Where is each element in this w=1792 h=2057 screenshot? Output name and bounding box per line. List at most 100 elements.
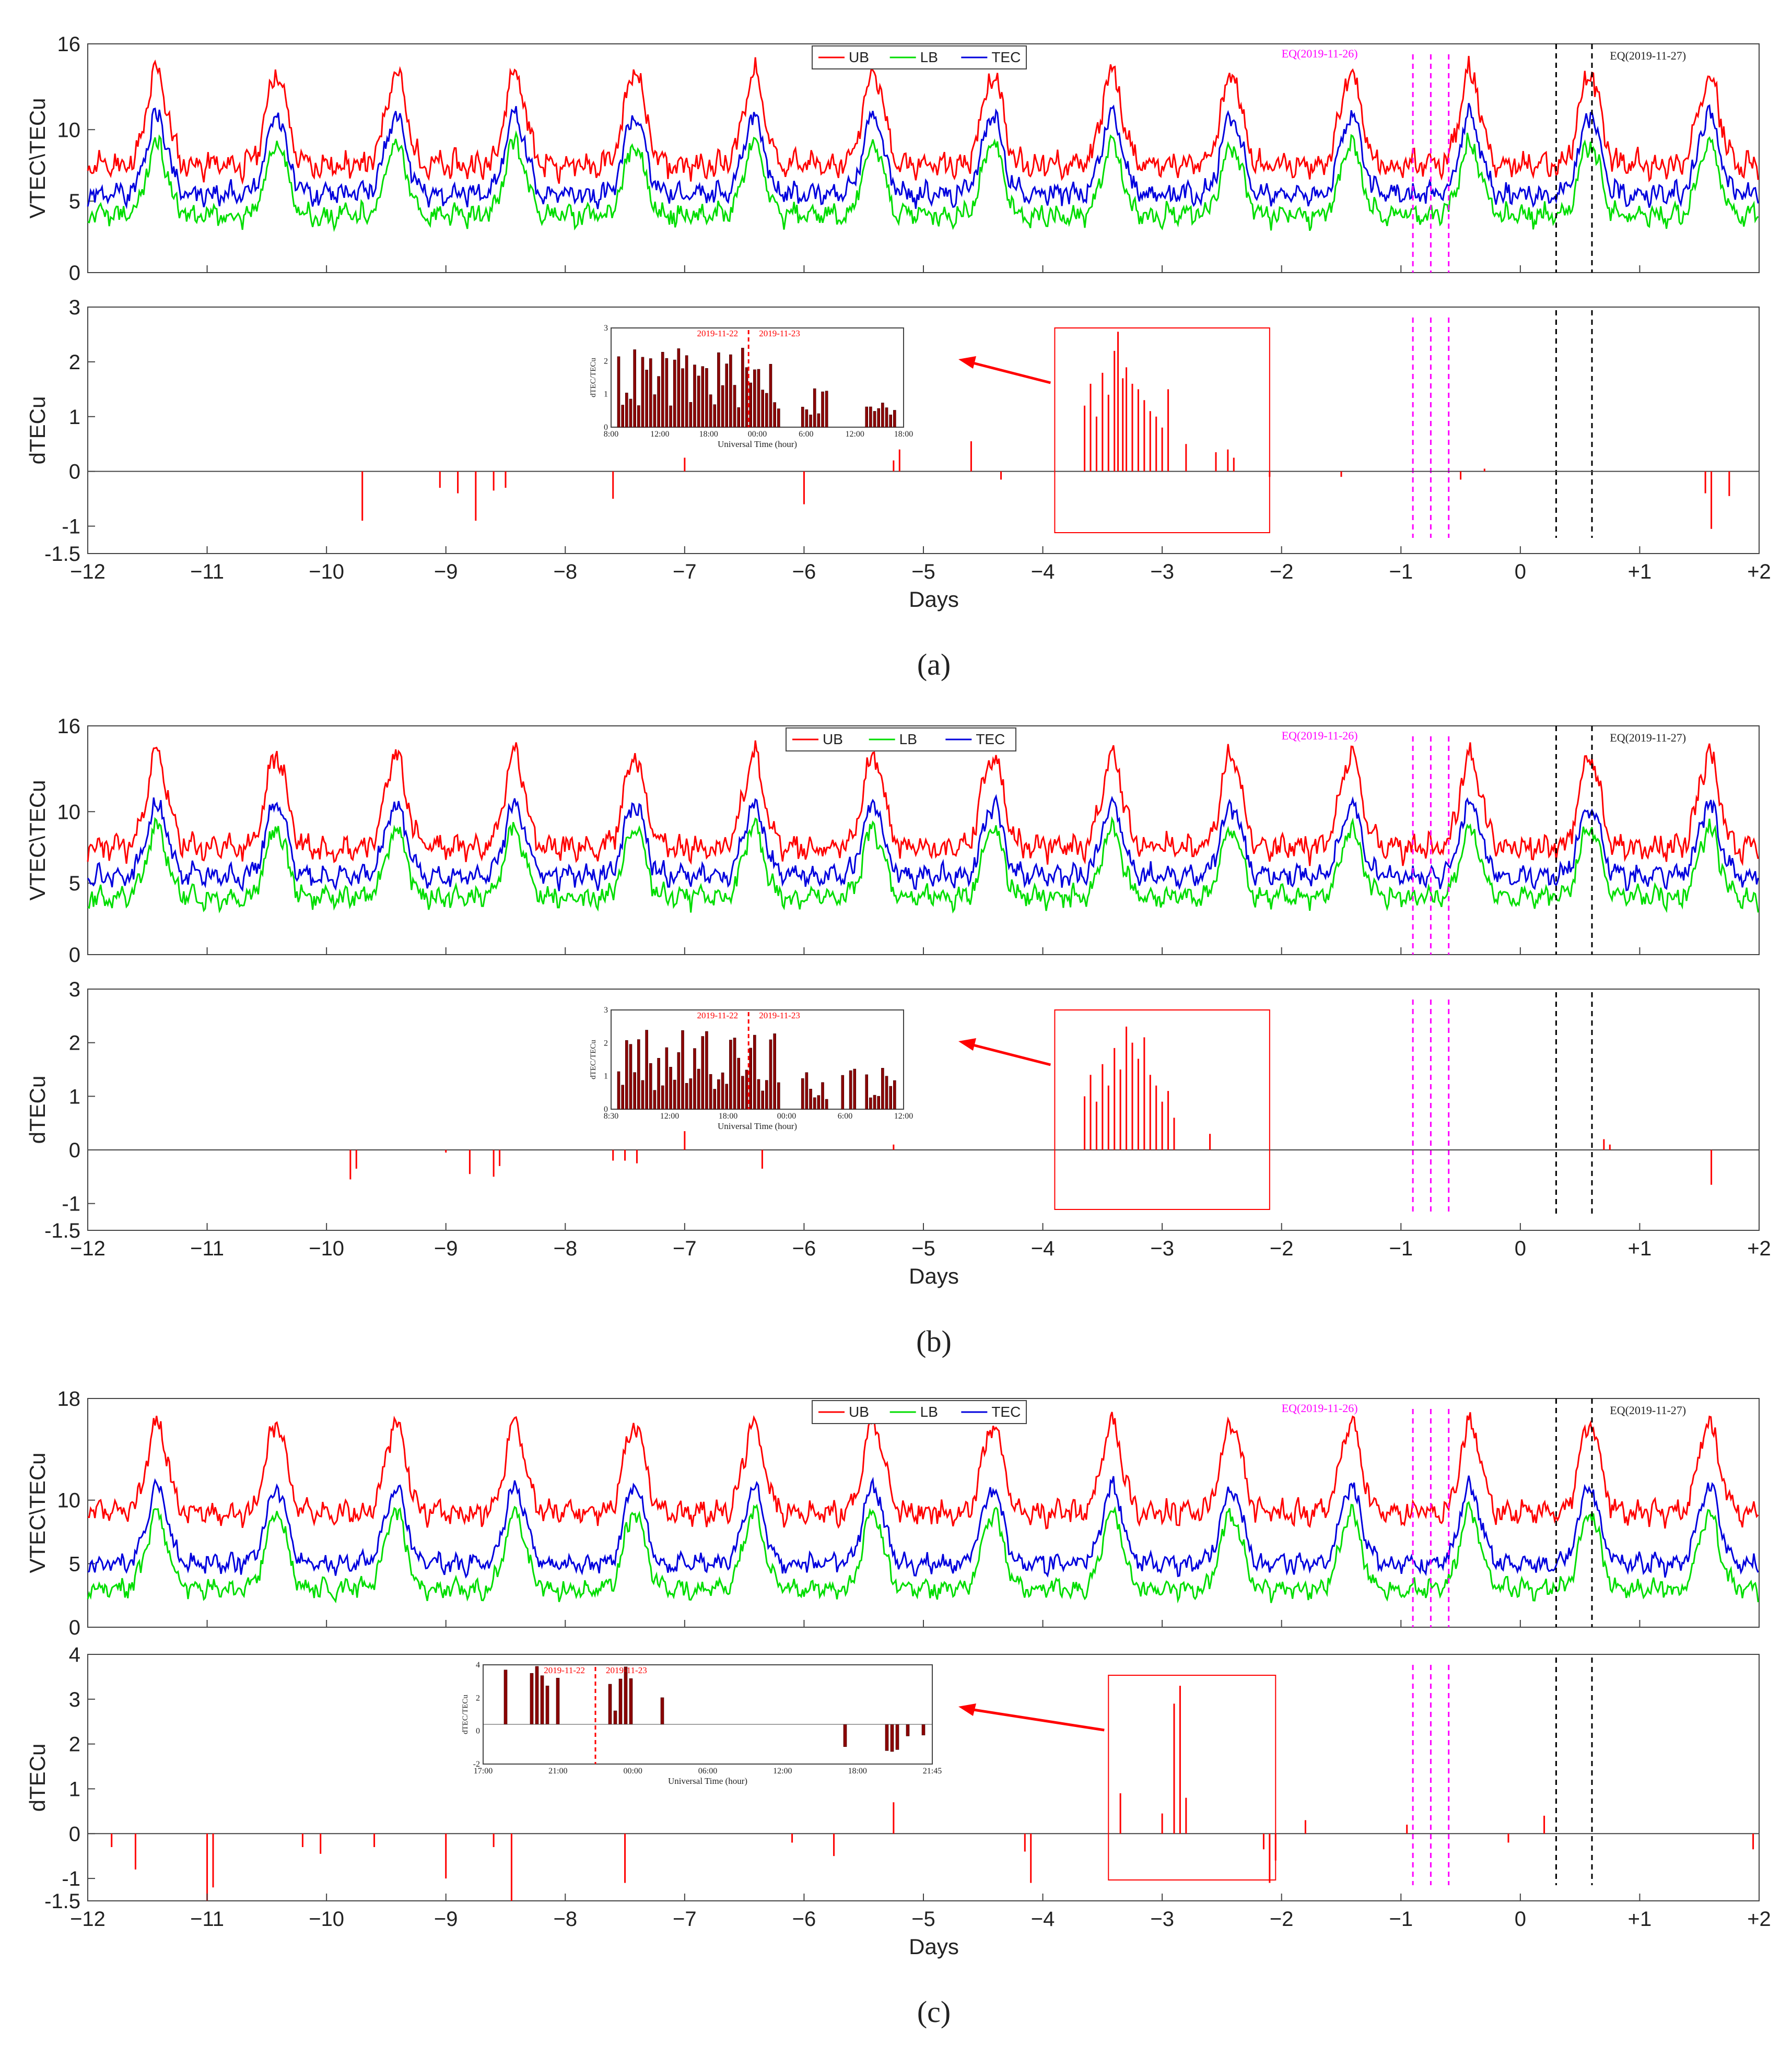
panel-caption: (c): [917, 1995, 951, 2029]
inset-y-tick: 2: [604, 1039, 608, 1048]
inset-bar: [629, 398, 633, 428]
x-tick-label: −10: [309, 1237, 344, 1260]
inset-bar: [757, 369, 760, 428]
inset-x-tick: 18:00: [719, 1112, 737, 1121]
x-axis-label: Days: [909, 1934, 959, 1959]
inset-bar: [617, 356, 620, 428]
x-tick-label: 0: [1515, 560, 1526, 583]
x-axis-label: Days: [909, 1264, 959, 1288]
x-tick-label: −4: [1031, 1237, 1055, 1260]
inset-arrow: [966, 1707, 1105, 1732]
inset-y-label: dTEC/TECu: [589, 358, 598, 397]
inset-x-tick: 8:30: [604, 1112, 618, 1121]
inset-bar: [825, 1099, 828, 1110]
inset-bar: [649, 1063, 652, 1110]
inset-bar: [717, 1079, 720, 1110]
inset-bar: [657, 376, 660, 428]
bottom-axes-frame: [87, 307, 1760, 554]
inset-bar: [624, 1666, 628, 1725]
inset-bar: [701, 1036, 705, 1110]
x-tick-label: +1: [1628, 1908, 1652, 1931]
inset-bar: [825, 391, 828, 428]
x-axis-label: Days: [909, 587, 959, 612]
eq1-label: EQ(2019-11-26): [1282, 47, 1358, 60]
panel-caption: (b): [916, 1324, 952, 1358]
inset-x-tick: 21:45: [923, 1767, 942, 1776]
inset-bar: [809, 1089, 812, 1110]
inset-bar: [637, 405, 640, 428]
panel-caption: (a): [917, 648, 951, 681]
inset-bar: [649, 358, 652, 428]
inset-bar: [725, 1084, 729, 1110]
inset-bar: [633, 349, 636, 428]
inset-bar: [769, 1039, 772, 1110]
y-tick-label: -1.5: [44, 543, 80, 566]
inset-bar: [749, 382, 752, 428]
inset-bar: [665, 358, 669, 428]
inset-bar: [737, 407, 741, 428]
x-tick-label: −8: [553, 560, 577, 583]
inset-bar: [757, 1079, 760, 1110]
legend-label-lb: LB: [920, 49, 938, 65]
inset-bar: [761, 1090, 764, 1110]
inset-bar: [545, 1685, 549, 1725]
inset-frame: [483, 1664, 933, 1765]
y-tick-label: 4: [69, 1643, 80, 1666]
inset-y-tick: 2: [476, 1694, 480, 1702]
inset-x-tick: 8:00: [604, 430, 618, 439]
inset-bar: [645, 1030, 648, 1110]
x-tick-label: −4: [1031, 560, 1055, 583]
inset-bar: [801, 1078, 804, 1110]
inset-date-2: 2019-11-23: [759, 1010, 800, 1020]
inset-bar: [677, 1052, 681, 1110]
inset-bar: [881, 1068, 884, 1110]
x-tick-label: −10: [309, 560, 344, 583]
inset-arrow-head: [958, 1038, 976, 1051]
x-tick-label: −7: [673, 1908, 697, 1931]
inset-bar: [921, 1724, 926, 1735]
legend: UB LB TEC: [812, 1400, 1027, 1424]
x-tick-label: 0: [1515, 1237, 1526, 1260]
x-tick-label: −12: [70, 560, 106, 583]
y-tick-label: 1: [69, 1778, 80, 1801]
inset-y-tick: 0: [476, 1727, 480, 1736]
top-y-label: VTEC\TECu: [25, 1452, 50, 1573]
y-tick-label: -1.5: [44, 1890, 80, 1913]
inset-bar: [713, 404, 717, 428]
inset-bar: [503, 1670, 508, 1725]
legend-label-tec: TEC: [976, 731, 1005, 747]
inset-bar: [673, 1079, 676, 1110]
inset-y-tick: 1: [604, 390, 608, 399]
inset-bar: [893, 1080, 896, 1110]
inset-bar: [535, 1666, 539, 1725]
x-tick-label: −8: [553, 1908, 577, 1931]
inset-bar: [777, 1082, 780, 1110]
x-tick-label: −3: [1150, 1908, 1174, 1931]
x-tick-label: −7: [673, 560, 697, 583]
inset-date-1: 2019-11-22: [697, 328, 738, 338]
inset-bar: [817, 1095, 821, 1110]
y-tick-label: 10: [57, 1489, 81, 1512]
inset-bar: [881, 403, 884, 428]
x-tick-label: −11: [190, 1237, 224, 1260]
eq1-label: EQ(2019-11-26): [1282, 729, 1358, 742]
inset-bar: [737, 1057, 741, 1110]
y-tick-label: 16: [57, 33, 81, 56]
y-tick-label: 5: [69, 872, 80, 895]
inset-bar: [685, 1083, 688, 1110]
x-tick-label: −4: [1031, 1908, 1055, 1931]
x-tick-label: +1: [1628, 560, 1652, 583]
inset-bar: [717, 352, 720, 428]
inset-date-2: 2019-11-23: [606, 1665, 647, 1675]
inset-bar: [629, 1678, 633, 1725]
inset-bar: [877, 408, 881, 428]
inset-arrow: [966, 1042, 1051, 1066]
inset-arrow-head: [958, 356, 976, 369]
inset-bar: [753, 369, 756, 428]
inset-chart: 2019-11-22 2019-11-23 8:30 12:00 18:00 00:00 6…: [589, 1006, 913, 1131]
inset-date-1: 2019-11-22: [544, 1665, 585, 1675]
inset-bar: [657, 1058, 660, 1110]
inset-x-label: Universal Time (hour): [718, 1121, 797, 1131]
